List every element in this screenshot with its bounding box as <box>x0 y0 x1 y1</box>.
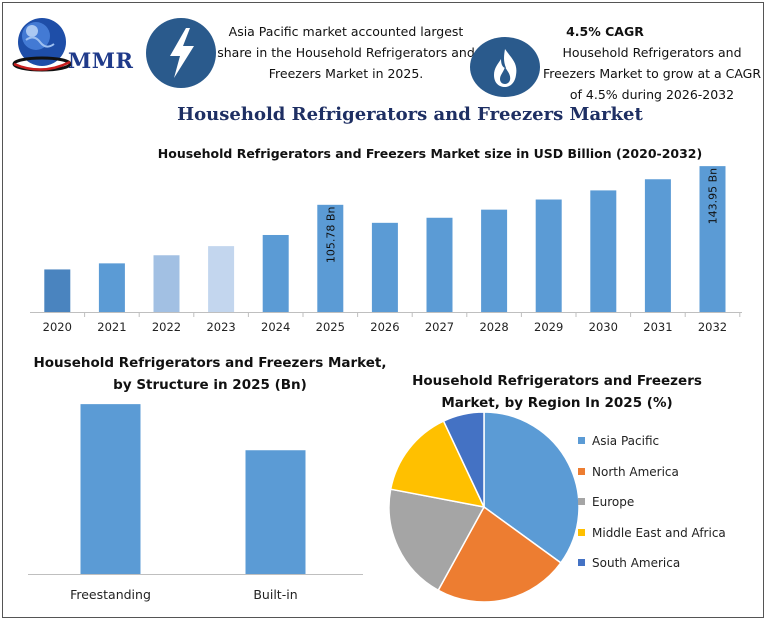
data-label-2025: 105.78 Bn <box>324 207 337 264</box>
bar-2022 <box>153 255 180 312</box>
chart2-title: Household Refrigerators and Freezers Mar… <box>33 355 387 393</box>
x-tick-label-2023: 2023 <box>206 320 235 334</box>
bar-2023 <box>208 246 235 312</box>
globe-logo-icon <box>12 18 72 72</box>
x-tick-label-2026: 2026 <box>370 320 399 334</box>
logo: MMR <box>10 14 140 74</box>
legend-label: Middle East and Africa <box>592 525 726 540</box>
bar-2027 <box>426 217 453 312</box>
structure-bar-chart: Freestanding Built-in <box>28 404 363 602</box>
x-tick-label-2029: 2029 <box>534 320 563 334</box>
region-pie-chart <box>388 411 580 603</box>
highlight-text: Asia Pacific market accounted largest sh… <box>217 24 475 81</box>
cagr-title: 4.5% CAGR <box>566 24 644 39</box>
legend-swatch <box>578 528 585 536</box>
slice-europe <box>388 488 486 592</box>
legend-swatch <box>578 559 585 566</box>
legend-label: North America <box>592 464 679 479</box>
bar-2028 <box>481 209 508 312</box>
flame-icon <box>470 37 540 97</box>
x-tick-label-2022: 2022 <box>152 320 181 334</box>
bar-2031 <box>644 179 671 312</box>
slice-asia-pacific <box>483 411 580 564</box>
x-tick-label-2031: 2031 <box>643 320 672 334</box>
bar-2026 <box>371 222 398 312</box>
legend-label: Europe <box>592 495 635 509</box>
x-tick-label-freestanding: Freestanding <box>70 587 151 602</box>
chart1-title: Household Refrigerators and Freezers Mar… <box>157 146 703 161</box>
legend-label: Asia Pacific <box>592 434 660 448</box>
bar-2025 <box>317 204 344 312</box>
pie-legend: Asia Pacific North America Europe Middle Ea… <box>578 433 763 593</box>
slice-south-america <box>442 411 485 508</box>
bar-2021 <box>98 263 125 312</box>
legend-swatch <box>578 498 585 505</box>
cagr-text: Household Refrigerators and Freezers Mar… <box>542 45 762 102</box>
x-tick-label-2025: 2025 <box>316 320 345 334</box>
bar-2029 <box>535 199 562 312</box>
x-tick-label-2020: 2020 <box>43 320 72 334</box>
x-tick-label-2030: 2030 <box>589 320 618 334</box>
data-label-2032: 143.95 Bn <box>707 168 720 225</box>
bar-freestanding <box>80 404 141 574</box>
x-tick-label-built-in: Built-in <box>253 587 297 602</box>
slice-middle-east-and-africa <box>389 420 486 509</box>
bar-2024 <box>262 234 289 312</box>
bar-2032 <box>699 166 726 312</box>
legend-label: South America <box>592 556 681 570</box>
x-tick-label-2027: 2027 <box>425 320 454 334</box>
x-tick-label-2021: 2021 <box>97 320 126 334</box>
legend-swatch <box>578 437 585 444</box>
market-size-bar-chart: 2020 2021 2022 2023 2024 2025 105.78 Bn 2026 202… <box>30 166 742 334</box>
x-tick-label-2032: 2032 <box>698 320 727 334</box>
main-title: Household Refrigerators and Freezers Mar… <box>177 104 643 125</box>
bar-built-in <box>245 450 306 574</box>
x-tick-label-2024: 2024 <box>261 320 290 334</box>
x-tick-label-2028: 2028 <box>479 320 508 334</box>
logo-text: MMR <box>68 48 134 73</box>
legend-swatch <box>578 467 585 475</box>
slice-north-america <box>437 505 562 603</box>
bar-2020 <box>44 269 71 312</box>
chart3-title: Household Refrigerators and Freezers Mar… <box>412 373 702 411</box>
bar-2030 <box>590 190 617 312</box>
lightning-icon <box>146 18 216 88</box>
